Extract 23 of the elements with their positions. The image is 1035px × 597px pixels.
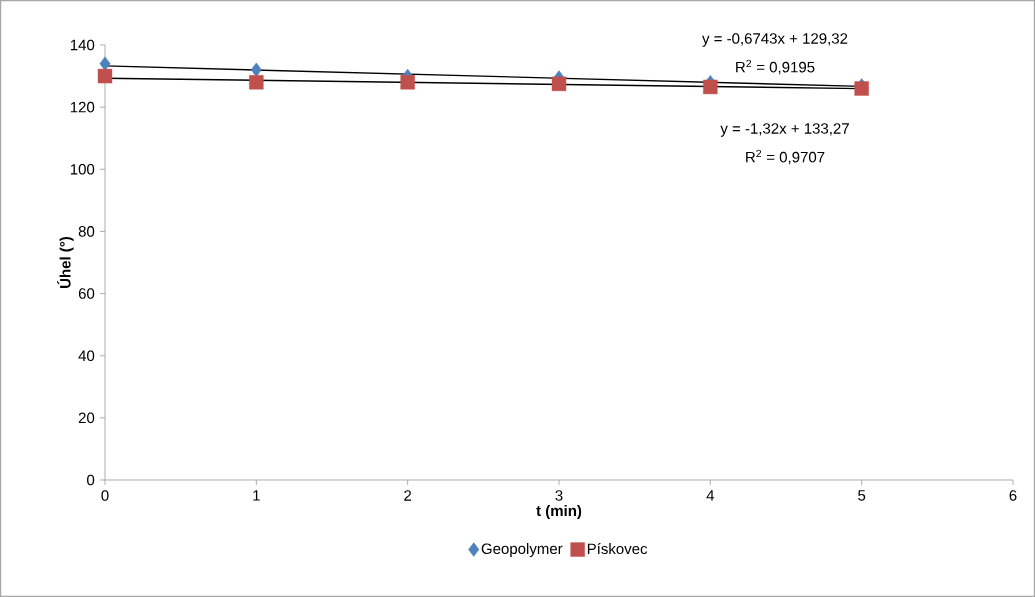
y-axis-title: Úhel (°): [57, 236, 74, 288]
x-tick-label: 0: [101, 490, 109, 501]
y-tick-label: 40: [78, 350, 95, 362]
x-axis-title: t (min): [536, 505, 582, 519]
y-tick-label: 100: [70, 163, 95, 175]
x-tick-label: 2: [404, 490, 412, 501]
legend-label: Pískovec: [587, 542, 648, 555]
y-tick-label: 120: [70, 101, 95, 113]
x-tick-label: 3: [555, 490, 563, 501]
x-tick-label: 4: [706, 490, 715, 501]
legend-label: Geopolymer: [481, 543, 563, 557]
annotation: y = -1,32x + 133,27: [720, 123, 849, 137]
annotation: R$^{2}$ = 0,9195: [736, 59, 815, 75]
x-tick-label: 1: [253, 490, 260, 501]
annotation: y = -0,6743x + 129,32: [702, 33, 848, 47]
y-tick-label: 140: [70, 39, 95, 51]
y-tick-label: 0: [87, 474, 95, 486]
x-tick-label: 5: [858, 490, 866, 501]
annotation: R$^{2}$ = 0,9707: [746, 149, 825, 165]
x-tick-label: 6: [1009, 490, 1017, 501]
y-tick-label: 60: [78, 288, 95, 299]
y-tick-label: 20: [78, 412, 95, 424]
y-tick-label: 80: [78, 226, 95, 237]
